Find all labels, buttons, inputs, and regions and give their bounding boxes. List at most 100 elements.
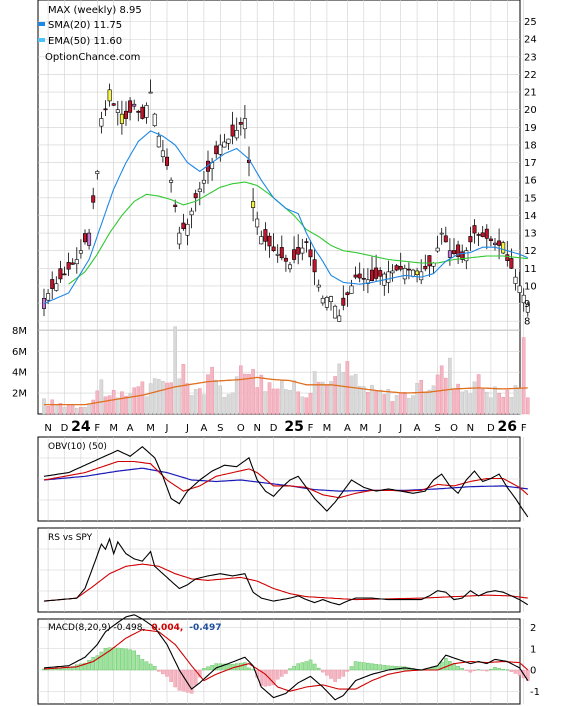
time-axis-label: A	[344, 423, 351, 434]
macd-histogram-bar	[107, 647, 112, 671]
macd-histogram-bar	[144, 661, 149, 671]
volume-bar	[452, 388, 456, 415]
volume-bar	[456, 383, 460, 415]
volume-bar	[152, 378, 157, 415]
price-tick-label: 21	[524, 88, 537, 99]
volume-bar	[238, 365, 243, 415]
candle-body	[263, 229, 268, 242]
candle-body	[390, 270, 395, 274]
volume-bar	[177, 378, 182, 415]
volume-bar	[415, 383, 419, 415]
macd-signal-value: 0.004,	[151, 623, 183, 633]
candle-body	[517, 285, 522, 293]
volume-bar	[349, 375, 354, 415]
candle-body	[173, 204, 178, 207]
macd-histogram-bar	[489, 669, 493, 671]
macd-histogram-bar	[460, 668, 465, 671]
macd-histogram-bar	[464, 669, 469, 671]
candle-body	[427, 255, 432, 267]
candle-body	[488, 238, 493, 242]
macd-histogram-bar	[480, 669, 485, 671]
candle-body	[443, 235, 448, 243]
candle-body	[513, 276, 518, 284]
candle-body	[316, 284, 321, 288]
macd-histogram-bar	[173, 669, 178, 688]
volume-bar	[222, 397, 227, 415]
macd-histogram-bar	[280, 669, 284, 677]
volume-bar	[366, 391, 370, 415]
price-tick-label: 14	[524, 211, 537, 222]
rs-average-line	[43, 563, 528, 602]
price-tick-label: 18	[524, 140, 537, 151]
volume-bar	[111, 390, 116, 415]
candle-body	[501, 242, 506, 254]
candle-body	[222, 141, 227, 148]
volume-bar	[206, 374, 210, 415]
time-axis-label: F	[308, 423, 314, 434]
volume-bar	[296, 391, 301, 415]
time-axis-label: M	[146, 423, 155, 434]
macd-histogram-bar	[124, 648, 128, 671]
time-axis-label: J	[185, 423, 189, 434]
time-axis-label: 25	[284, 419, 303, 435]
candle-body	[226, 138, 231, 144]
candle-body	[394, 265, 399, 271]
candle-body	[201, 179, 206, 184]
macd-histogram-bar	[95, 655, 100, 671]
macd-histogram-bar	[83, 662, 87, 671]
volume-bar	[341, 372, 346, 415]
candle-body	[472, 225, 477, 234]
time-axis-label: M	[109, 423, 118, 434]
volume-bar	[189, 395, 194, 415]
candle-body	[410, 269, 415, 277]
volume-bar	[156, 379, 161, 415]
macd-histogram-bar	[472, 669, 477, 671]
candle-body	[242, 118, 247, 130]
volume-bar	[444, 377, 448, 415]
price-candles	[41, 79, 530, 322]
price-tick-label: 17	[524, 158, 537, 169]
candle-body	[70, 262, 75, 265]
macd-histogram-bar	[111, 647, 116, 671]
volume-bar	[255, 387, 260, 415]
time-axis-label: O	[450, 423, 458, 434]
volume-bar	[337, 363, 342, 415]
macd-histogram-bar	[132, 650, 137, 671]
volume-bar	[308, 393, 313, 415]
price-tick-label: 22	[524, 70, 537, 81]
time-axis-label: J	[165, 423, 169, 434]
ticker-label: MAX (weekly) 8.95	[48, 5, 142, 16]
macd-histogram-bar	[243, 662, 247, 671]
watermark: OptionChance.com	[45, 52, 140, 63]
candle-body	[144, 105, 149, 118]
macd-tick-label: -1	[530, 687, 540, 698]
candle-body	[423, 265, 428, 270]
volume-bar	[197, 388, 202, 415]
candle-body	[107, 89, 112, 102]
candle-body	[62, 273, 67, 276]
macd-histogram-bar	[210, 665, 214, 671]
volume-bar	[91, 399, 95, 415]
volume-bar	[321, 381, 325, 415]
macd-histogram-bar	[115, 647, 120, 671]
candle-body	[111, 103, 116, 106]
macd-value: MACD(8,20,9) -0.498,	[48, 623, 145, 633]
volume-bar	[202, 394, 206, 415]
candle-body	[419, 271, 424, 281]
volume-bar	[517, 387, 522, 415]
candle-body	[365, 279, 370, 284]
macd-histogram-bar	[87, 659, 91, 671]
macd-histogram-bar	[156, 669, 161, 672]
volume-bar	[316, 381, 321, 415]
volume-bar	[489, 397, 493, 415]
volume-bar	[275, 388, 280, 415]
rs-title: RS vs SPY	[48, 533, 93, 543]
macd-histogram-bar	[378, 664, 383, 671]
macd-histogram-bar	[247, 667, 251, 671]
macd-histogram-bar	[165, 669, 169, 677]
candle-body	[259, 236, 264, 245]
candle-body	[484, 228, 489, 239]
volume-bar	[74, 407, 79, 415]
candle-body	[58, 268, 63, 280]
time-axis-label: F	[94, 423, 100, 434]
